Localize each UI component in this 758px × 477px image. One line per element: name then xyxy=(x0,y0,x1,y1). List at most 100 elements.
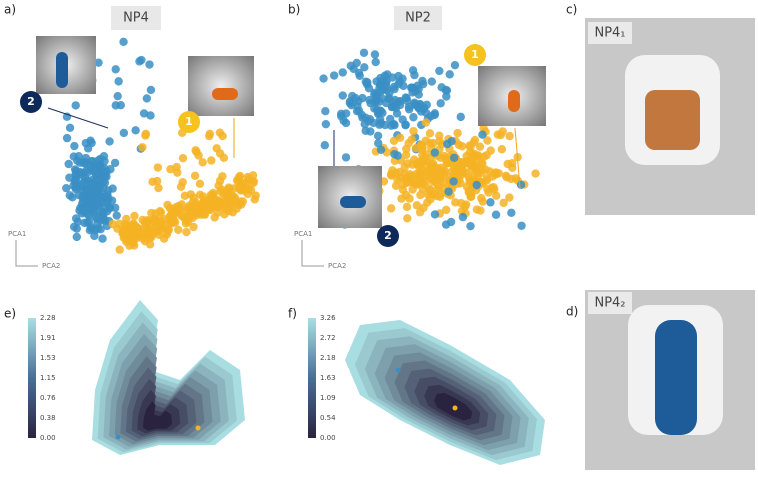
scatter-point xyxy=(180,191,190,200)
scatter-point xyxy=(341,153,351,162)
scatter-point xyxy=(478,197,487,206)
scatter-point xyxy=(492,191,501,200)
scatter-point xyxy=(450,60,460,70)
scatter-point xyxy=(243,172,252,182)
scatter-point xyxy=(189,222,198,232)
centroid xyxy=(195,425,201,431)
scatter-point xyxy=(93,219,102,228)
scatter-point xyxy=(429,138,438,148)
scatter-point xyxy=(357,110,366,120)
scatter-point xyxy=(95,207,104,217)
marker-label: 2 xyxy=(27,95,35,108)
scatter-point xyxy=(402,93,411,103)
scatter-point xyxy=(461,200,471,209)
scatter-point xyxy=(212,196,222,205)
colorbar-tick-label: 0.54 xyxy=(320,414,336,422)
scatter-point xyxy=(464,172,473,182)
inset-ligand xyxy=(212,88,238,100)
scatter-point xyxy=(198,158,207,167)
scatter-point xyxy=(153,221,163,230)
panel-title: NP4₂ xyxy=(594,296,625,311)
scatter-point xyxy=(456,112,465,122)
scatter-point xyxy=(233,176,243,185)
scatter-point xyxy=(372,77,381,86)
scatter-point xyxy=(105,137,114,146)
scatter-point xyxy=(407,135,416,144)
panel-title: NP2 xyxy=(405,11,431,26)
scatter-point xyxy=(517,221,526,230)
scatter-point xyxy=(401,120,410,129)
arrow xyxy=(514,127,521,189)
scatter-point xyxy=(410,99,420,109)
scatter-point xyxy=(402,178,412,188)
scatter-point xyxy=(430,148,440,157)
scatter-point xyxy=(113,91,122,101)
title-box xyxy=(588,22,632,44)
density-contour xyxy=(143,401,173,431)
scatter-point xyxy=(178,177,187,187)
scatter-point xyxy=(251,191,260,200)
scatter-point xyxy=(483,136,492,145)
title-box xyxy=(588,292,632,314)
axis-glyph xyxy=(15,240,38,267)
scatter-point xyxy=(110,158,120,168)
scatter-point xyxy=(447,167,457,176)
scatter-point xyxy=(187,205,197,214)
scatter-point xyxy=(458,142,467,151)
scatter-point xyxy=(508,158,517,168)
title-box xyxy=(394,6,442,30)
scatter-point xyxy=(82,160,92,169)
scatter-point xyxy=(418,79,428,89)
scatter-point xyxy=(215,176,225,185)
scatter-point xyxy=(84,211,94,220)
scatter-point xyxy=(90,167,99,177)
scatter-point xyxy=(394,79,403,89)
scatter-point xyxy=(74,151,83,161)
scatter-point xyxy=(427,77,436,86)
scatter-point xyxy=(71,101,80,110)
scatter-point xyxy=(516,180,526,190)
scatter-point xyxy=(154,183,163,193)
scatter-point xyxy=(360,63,369,72)
scatter-point xyxy=(137,55,146,65)
scatter-point xyxy=(146,85,156,95)
scatter-point xyxy=(112,211,121,220)
scatter-point xyxy=(70,165,80,174)
scatter-point xyxy=(365,115,375,124)
scatter-point xyxy=(207,156,216,165)
scatter-point xyxy=(81,138,90,148)
colorbar-tick-label: 2.18 xyxy=(320,354,336,362)
scatter-point xyxy=(389,136,399,146)
scatter-point xyxy=(115,219,124,228)
scatter-point xyxy=(163,200,172,210)
scatter-point xyxy=(531,169,540,178)
scatter-point xyxy=(131,126,140,135)
colorbar-tick-label: 2.28 xyxy=(40,314,56,322)
arrow xyxy=(47,107,109,129)
scatter-point xyxy=(481,165,490,174)
scatter-point xyxy=(119,128,129,138)
scatter-point xyxy=(195,179,205,189)
marker xyxy=(377,225,399,247)
scatter-point xyxy=(141,220,150,229)
scatter-point xyxy=(405,194,414,203)
scatter-point xyxy=(145,60,154,69)
scatter-point xyxy=(409,113,418,122)
scatter-point xyxy=(441,85,450,95)
scatter-point xyxy=(474,152,483,161)
scatter-point xyxy=(376,145,386,154)
scatter-point xyxy=(458,212,468,222)
scatter-point xyxy=(486,146,495,155)
scatter-point xyxy=(188,198,198,207)
scatter-point xyxy=(412,201,422,210)
panel-label: b) xyxy=(288,3,300,17)
scatter-point xyxy=(142,94,152,103)
scatter-point xyxy=(395,97,405,106)
scatter-point xyxy=(501,171,511,180)
scatter-points xyxy=(56,37,540,254)
scatter-point xyxy=(122,234,132,244)
scatter-point xyxy=(194,151,203,160)
marker xyxy=(464,44,486,66)
scatter-point xyxy=(174,225,183,234)
scatter-point xyxy=(408,185,417,194)
